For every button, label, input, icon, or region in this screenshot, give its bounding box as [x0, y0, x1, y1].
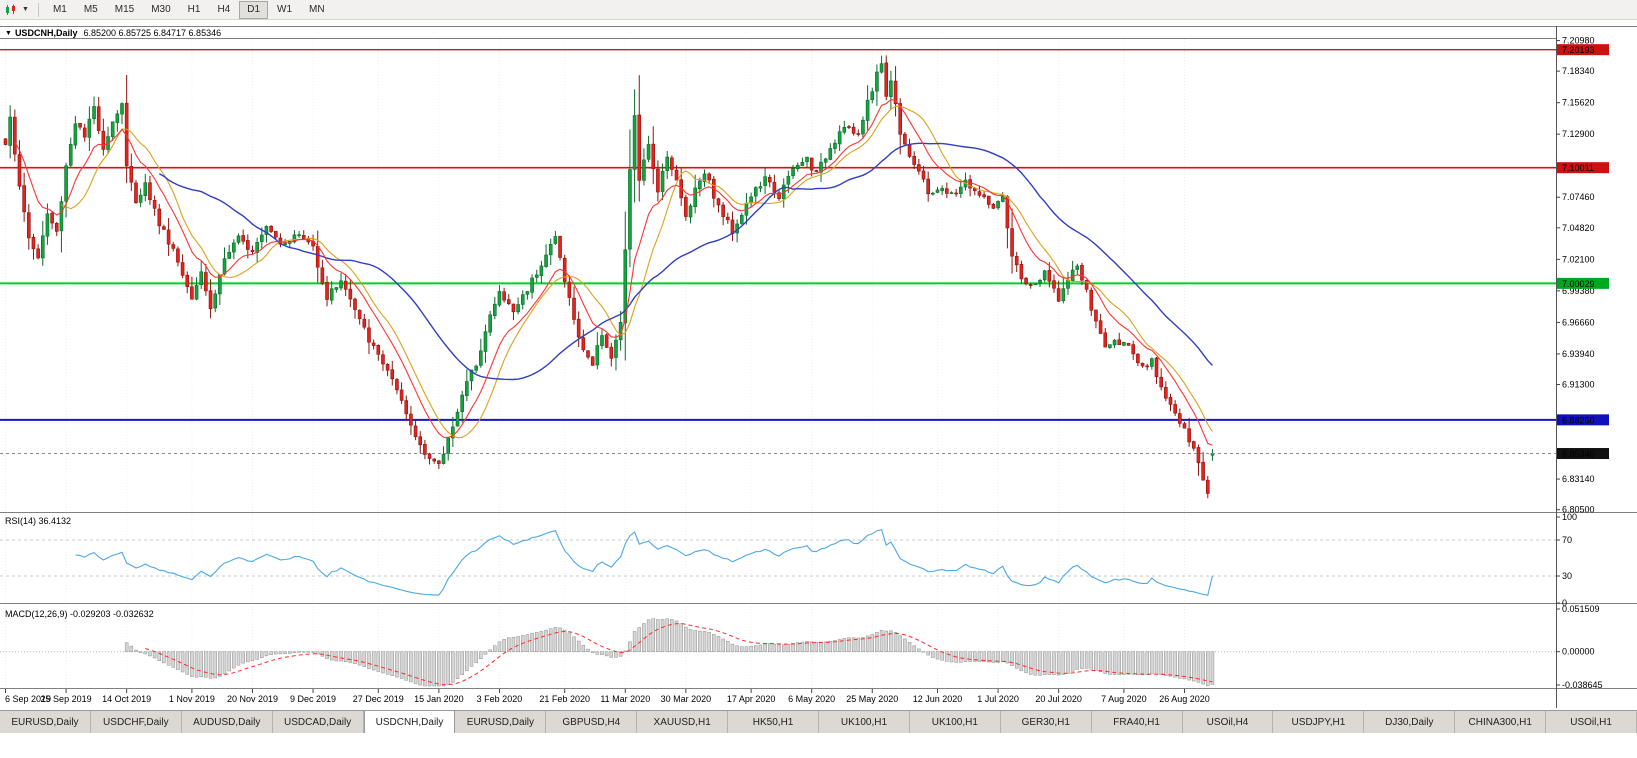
price-axis-label: 7.04820 — [1562, 223, 1595, 233]
price-badge-label: 7.20193 — [1562, 45, 1595, 55]
ma-fast-line — [14, 99, 1213, 446]
price-axis-label: 7.12900 — [1562, 129, 1595, 139]
chart-tab-1-usdchf-daily[interactable]: USDCHF,Daily — [90, 711, 182, 733]
rsi-axis-label: 0 — [1562, 598, 1567, 608]
price-axis-label: 7.20980 — [1562, 36, 1595, 46]
date-axis-label: 9 Dec 2019 — [290, 694, 336, 704]
date-axis-label: 20 Jul 2020 — [1035, 694, 1082, 704]
rsi-axis[interactable]: 100 70 30 0 — [1556, 512, 1577, 608]
date-axis-label: 20 Nov 2019 — [227, 694, 278, 704]
price-axis-label: 7.18340 — [1562, 66, 1595, 76]
chart-tab-0-eurusd-daily[interactable]: EURUSD,Daily — [0, 711, 91, 733]
chart-tab-7-xauusd-h1[interactable]: XAUUSD,H1 — [637, 711, 729, 733]
price-axis-label: 6.96660 — [1562, 317, 1595, 327]
price-badge-label: 7.10011 — [1562, 163, 1594, 173]
chart-tab-8-hk50-h1[interactable]: HK50,H1 — [728, 711, 820, 733]
price-badge — [1557, 44, 1609, 56]
date-axis-label: 7 Aug 2020 — [1101, 694, 1147, 704]
chart-area: 7.20980 7.18340 7.15620 7.12900 7.07460 7.048… — [0, 26, 1637, 708]
rsi-axis-label: 70 — [1562, 535, 1572, 545]
price-axis-label: 7.07460 — [1562, 192, 1595, 202]
timeframe-button-d1[interactable]: D1 — [239, 0, 269, 19]
price-badge-label: 6.88250 — [1562, 415, 1595, 425]
chart-tab-13-usoil-h4[interactable]: USOil,H4 — [1182, 711, 1274, 733]
date-axis-label: 17 Apr 2020 — [727, 694, 776, 704]
date-axis-label: 11 Mar 2020 — [600, 694, 650, 704]
date-axis-label: 12 Jun 2020 — [913, 694, 963, 704]
chart-tab-12-fra40-h1[interactable]: FRA40,H1 — [1091, 711, 1183, 733]
chart-window-icon[interactable] — [4, 3, 18, 17]
chart-tab-5-eurusd-daily[interactable]: EURUSD,Daily — [455, 711, 547, 733]
date-axis-label: 25 Sep 2019 — [41, 694, 92, 704]
date-axis-label: 1 Jul 2020 — [977, 694, 1019, 704]
price-chart-canvas[interactable]: 7.20980 7.18340 7.15620 7.12900 7.07460 7.048… — [0, 26, 1637, 708]
toolbar-separator — [37, 2, 39, 17]
macd-axis[interactable]: 0.051509 0.00000 -0.038645 — [1556, 604, 1603, 690]
price-axis-label: 6.91300 — [1562, 380, 1595, 390]
timeframe-button-h4[interactable]: H4 — [217, 3, 231, 15]
date-axis-label: 27 Dec 2019 — [353, 694, 404, 704]
date-axis-label: 15 Jan 2020 — [414, 694, 464, 704]
macd-axis-label: 0.051509 — [1562, 604, 1600, 614]
macd-axis-label: -0.038645 — [1562, 680, 1603, 690]
ma-slow-line — [158, 142, 1213, 381]
ma-mid-line — [61, 105, 1213, 439]
price-badge — [1557, 448, 1609, 460]
price-badge — [1557, 162, 1609, 174]
vertical-gridlines — [5, 39, 1185, 688]
chart-tab-4-usdcnh-daily[interactable]: USDCNH,Daily — [363, 711, 456, 733]
date-axis-label: 1 Nov 2019 — [169, 694, 215, 704]
price-axis-label: 6.83140 — [1562, 474, 1595, 484]
price-axis-label: 7.15620 — [1562, 98, 1595, 108]
price-badge-label: 6.85346 — [1562, 449, 1595, 459]
price-axis[interactable]: 7.20980 7.18340 7.15620 7.12900 7.07460 7.048… — [1556, 36, 1609, 515]
chart-tab-14-usdjpy-h1[interactable]: USDJPY,H1 — [1273, 711, 1365, 733]
chart-tab-6-gbpusd-h4[interactable]: GBPUSD,H4 — [546, 711, 638, 733]
timeframe-button-m5[interactable]: M5 — [83, 3, 98, 15]
price-badge — [1557, 414, 1609, 426]
chart-tab-15-dj30-daily[interactable]: DJ30,Daily — [1364, 711, 1456, 733]
rsi-axis-label: 100 — [1562, 512, 1577, 522]
date-axis-label: 6 May 2020 — [788, 694, 835, 704]
candlestick-series — [3, 55, 1215, 499]
timeframe-button-mn[interactable]: MN — [309, 3, 325, 15]
timeframe-button-m1[interactable]: M1 — [52, 3, 67, 15]
chart-tab-10-uk100-h1[interactable]: UK100,H1 — [909, 711, 1001, 733]
timeframe-toolbar: ▼ M1 M5 M15 M30 H1 H4 D1 W1 MN — [0, 0, 1637, 20]
price-badge-label: 7.00029 — [1562, 279, 1595, 289]
date-axis-label: 3 Feb 2020 — [477, 694, 523, 704]
price-axis-label: 6.99380 — [1562, 286, 1595, 296]
chart-tab-bar: EURUSD,Daily USDCHF,Daily AUDUSD,Daily USDC… — [0, 710, 1637, 733]
timeframe-button-w1[interactable]: W1 — [277, 3, 293, 15]
rsi-pane — [0, 528, 1556, 596]
date-axis-label: 14 Oct 2019 — [102, 694, 151, 704]
price-axis-label: 6.93940 — [1562, 349, 1595, 359]
timeframe-button-h1[interactable]: H1 — [187, 3, 201, 15]
macd-axis-label: 0.00000 — [1562, 647, 1595, 657]
chart-dropdown-caret-icon[interactable]: ▼ — [22, 6, 29, 13]
timeframe-button-m30[interactable]: M30 — [151, 3, 171, 15]
chart-tab-11-ger30-h1[interactable]: GER30,H1 — [1000, 711, 1092, 733]
rsi-axis-label: 30 — [1562, 571, 1572, 581]
chart-tab-17-usoil-h1[interactable]: USOil,H1 — [1546, 711, 1637, 733]
chart-tab-3-usdcad-daily[interactable]: USDCAD,Daily — [272, 711, 364, 733]
date-axis-label: 6 Sep 2019 — [5, 694, 51, 704]
macd-pane — [0, 618, 1556, 687]
moving-average-lines — [14, 99, 1213, 446]
date-axis-label: 30 Mar 2020 — [661, 694, 712, 704]
date-axis-label: 26 Aug 2020 — [1159, 694, 1210, 704]
timeframe-button-m15[interactable]: M15 — [114, 3, 135, 15]
horizontal-level-lines — [0, 48, 1556, 421]
chart-tab-9-uk100-h1[interactable]: UK100,H1 — [819, 711, 910, 733]
chart-tab-2-audusd-daily[interactable]: AUDUSD,Daily — [181, 711, 273, 733]
date-axis-label: 25 May 2020 — [846, 694, 898, 704]
date-axis-label: 21 Feb 2020 — [539, 694, 590, 704]
price-badge — [1557, 277, 1609, 289]
candlestick-chart-icon — [6, 4, 15, 15]
price-axis-label: 7.02100 — [1562, 254, 1595, 264]
price-axis-label: 6.80500 — [1562, 505, 1595, 515]
chart-tab-16-china300-h1[interactable]: CHINA300,H1 — [1455, 711, 1547, 733]
